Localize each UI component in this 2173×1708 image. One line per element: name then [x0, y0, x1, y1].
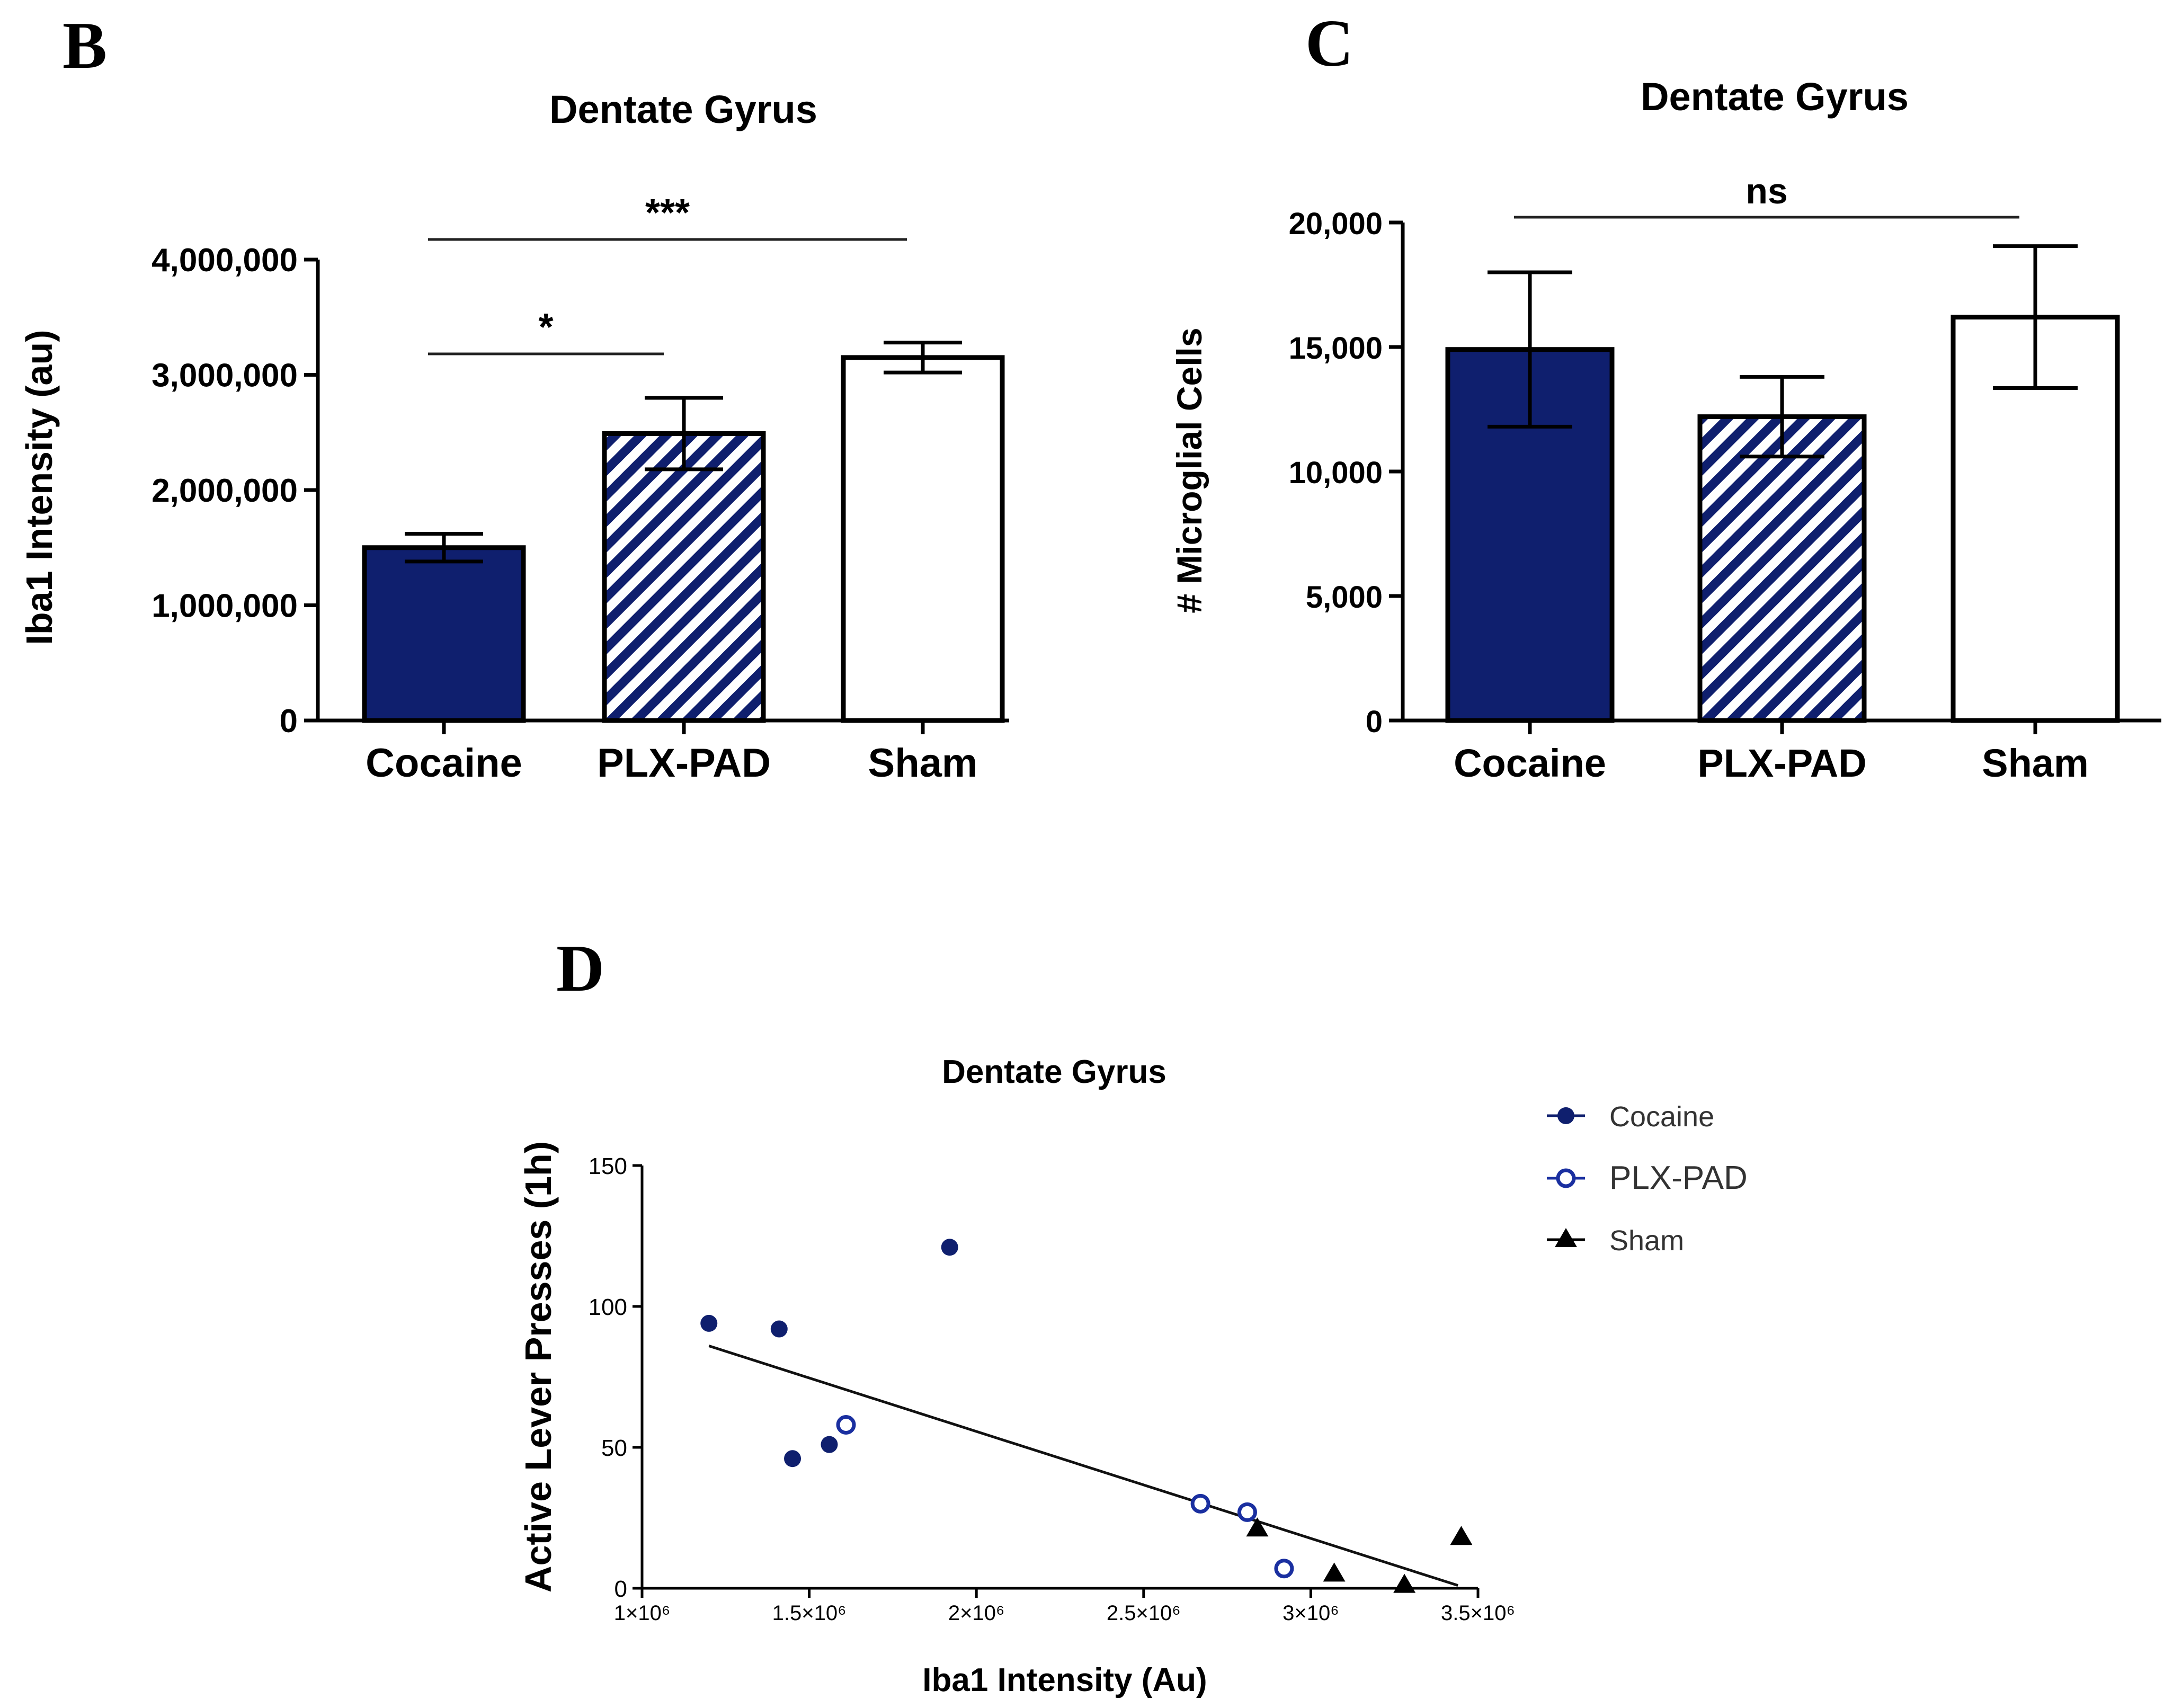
legend-label: Sham	[1609, 1225, 1684, 1257]
y-tick-label: 15,000	[1289, 331, 1383, 366]
data-point-sham	[1246, 1517, 1269, 1537]
y-tick-label: 5,000	[1306, 580, 1383, 615]
panel-b-title: Dentate Gyrus	[549, 87, 817, 131]
panel-d-y-axis-label: Active Lever Presses (1h)	[518, 1141, 559, 1593]
x-tick-label: 3×10⁶	[1283, 1602, 1339, 1625]
legend-label: PLX-PAD	[1609, 1160, 1748, 1196]
y-tick-label: 0	[615, 1576, 627, 1602]
x-tick-label: 3.5×10⁶	[1441, 1602, 1515, 1625]
legend-label: Cocaine	[1609, 1101, 1714, 1133]
panel-b-y-axis-label: Iba1 Intensity (au)	[19, 330, 60, 645]
data-point-plx-pad	[836, 1415, 856, 1435]
y-tick-label: 10,000	[1289, 456, 1383, 490]
y-tick-label: 0	[280, 703, 298, 740]
x-category-label: Sham	[868, 741, 978, 786]
legend-marker-plx-pad	[1556, 1168, 1576, 1188]
regression-line	[708, 1345, 1458, 1587]
data-point-cocaine	[700, 1314, 718, 1332]
panel-d-x-axis-label: Iba1 Intensity (Au)	[922, 1662, 1207, 1698]
panel-d-letter: D	[556, 932, 604, 1006]
data-point-cocaine	[770, 1320, 788, 1338]
x-tick-label: 2×10⁶	[948, 1602, 1005, 1625]
bar-plx-pad	[602, 431, 766, 723]
x-category-label: Cocaine	[1454, 741, 1606, 785]
y-tick-label: 50	[601, 1435, 627, 1461]
data-point-plx-pad	[1237, 1502, 1257, 1522]
legend-marker-sham	[1555, 1228, 1577, 1247]
significance-label: *	[538, 306, 553, 349]
y-tick-label: 1,000,000	[152, 588, 298, 625]
bar-sham	[841, 355, 1005, 723]
significance-label: ***	[645, 192, 690, 234]
x-tick-label: 1.5×10⁶	[772, 1602, 847, 1625]
panel-d-title: Dentate Gyrus	[942, 1054, 1166, 1090]
panel-c-letter: C	[1305, 7, 1353, 81]
x-category-label: Sham	[1982, 741, 2089, 785]
panel-b-letter: B	[63, 9, 107, 83]
data-point-cocaine	[821, 1436, 838, 1453]
data-point-sham	[1450, 1526, 1473, 1545]
panel-c: C Dentate Gyrus # Microglial Cells 0 5,00…	[1170, 7, 2161, 785]
y-tick-label: 3,000,000	[152, 358, 298, 394]
data-point-plx-pad	[1190, 1493, 1210, 1514]
data-point-plx-pad	[1274, 1559, 1294, 1579]
data-point-cocaine	[784, 1450, 801, 1467]
legend-marker-cocaine	[1557, 1107, 1574, 1124]
bar-plx-pad	[1697, 414, 1867, 723]
x-tick-label: 2.5×10⁶	[1107, 1602, 1181, 1625]
panel-d: D Dentate Gyrus Active Lever Presses (1h…	[518, 932, 1748, 1698]
panel-b: B Dentate Gyrus Iba1 Intensity (au) 0 1,0…	[19, 9, 1009, 786]
significance-label: ns	[1745, 171, 1787, 211]
panel-c-title: Dentate Gyrus	[1641, 75, 1909, 119]
data-point-sham	[1393, 1573, 1416, 1593]
y-tick-label: 100	[589, 1294, 627, 1320]
y-tick-label: 150	[589, 1153, 627, 1179]
y-tick-label: 20,000	[1289, 207, 1383, 241]
x-category-label: Cocaine	[366, 741, 522, 786]
data-point-sham	[1323, 1562, 1346, 1582]
bar-cocaine	[362, 545, 526, 723]
x-category-label: PLX-PAD	[597, 741, 771, 786]
y-tick-label: 0	[1366, 705, 1383, 739]
y-tick-label: 2,000,000	[152, 473, 298, 509]
y-tick-label: 4,000,000	[152, 242, 298, 279]
data-point-cocaine	[941, 1239, 958, 1256]
x-tick-label: 1×10⁶	[614, 1602, 671, 1625]
x-category-label: PLX-PAD	[1697, 741, 1866, 785]
panel-c-y-axis-label: # Microglial Cells	[1170, 327, 1209, 613]
